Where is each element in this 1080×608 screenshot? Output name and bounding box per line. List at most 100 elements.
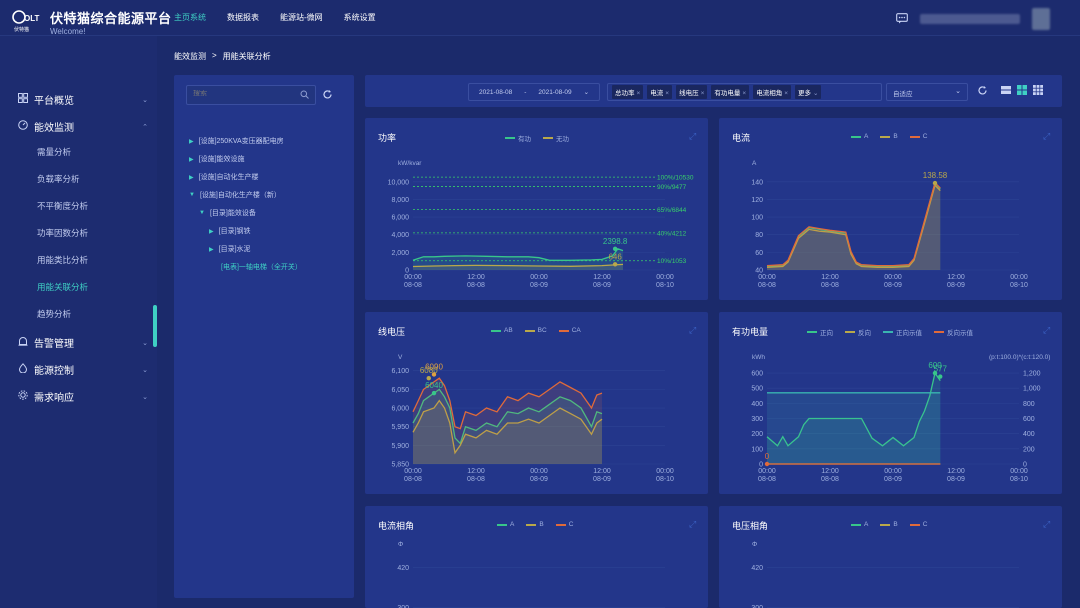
refresh-icon[interactable] [977, 85, 988, 98]
x-tick-label: 08-08 [821, 282, 839, 289]
sidebar-item-correlation[interactable]: 用能关联分析 [37, 282, 89, 292]
topnav-energy-station[interactable]: 能源站-微网 [280, 13, 323, 22]
tree-node[interactable]: ▼ [设施]自动化生产楼（新） [189, 192, 281, 199]
metric-tag[interactable]: 电流 × [647, 85, 673, 99]
tree-node[interactable]: ▶ [设施]自动化生产楼 [189, 174, 259, 181]
sidebar-item-load-rate[interactable]: 负载率分析 [37, 174, 80, 184]
tree-node-selected[interactable]: [电表]一轴电梯（全开关） [221, 264, 302, 271]
current-angle-chart: Φ300420256.2 [397, 541, 665, 608]
app-logo[interactable]: OLT 伏特猫 [10, 7, 40, 33]
close-icon[interactable]: × [636, 90, 641, 97]
tree-search-input[interactable] [193, 90, 293, 97]
sidebar-collapse-handle[interactable] [153, 305, 157, 347]
legend-item[interactable]: B [880, 521, 898, 528]
legend-item[interactable]: A [851, 521, 868, 528]
sidebar-item-comparison[interactable]: 用能类比分析 [37, 255, 89, 265]
legend-item[interactable]: BC [524, 327, 547, 334]
search-icon[interactable] [300, 90, 309, 101]
chart-title: 线电压 [378, 327, 406, 337]
tree-node[interactable]: ▶ [设施]250KVA变压器配电房 [189, 138, 284, 145]
sidebar-group-alarm[interactable]: 告警管理 ⌄ [18, 335, 148, 350]
legend-item[interactable]: AB [491, 327, 513, 334]
topnav-home[interactable]: 主页系统 [174, 13, 206, 22]
close-icon[interactable]: × [665, 90, 670, 97]
chart-legend: AB BC CA [491, 327, 581, 334]
expand-icon[interactable]: ⤢ [689, 519, 697, 529]
sidebar-group-demand-response[interactable]: 需求响应 ⌄ [18, 389, 148, 404]
legend-item[interactable]: 正向 [807, 327, 833, 337]
avatar[interactable] [1032, 8, 1050, 30]
expand-icon[interactable]: ⤢ [689, 131, 697, 141]
legend-item[interactable]: A [851, 133, 868, 140]
more-tags-button[interactable]: 更多 ⌄ [794, 85, 822, 99]
legend-item[interactable]: CA [558, 327, 581, 334]
current-chart-card: 电流 A B C ⤢ A 40 60 80 100 120 140 00:00 08-08 12:… [719, 118, 1062, 300]
tree-search[interactable] [186, 85, 316, 105]
metric-tag[interactable]: 电流相角 × [753, 85, 791, 99]
metric-tag[interactable]: 线电压 × [676, 85, 708, 99]
sidebar-item-imbalance[interactable]: 不平衡度分析 [37, 201, 89, 211]
sidebar-item-demand[interactable]: 需量分析 [37, 147, 72, 157]
single-column-icon[interactable] [1001, 85, 1011, 97]
legend-item[interactable]: C [909, 521, 927, 528]
caret-down-icon: ▼ [199, 210, 205, 216]
topnav-reports[interactable]: 数据报表 [227, 13, 259, 22]
layout-mode-select[interactable]: 自适应 ⌄ [886, 83, 968, 101]
caret-right-icon: ▶ [189, 174, 194, 181]
tree-node[interactable]: ▶ [目录]水泥 [209, 246, 251, 253]
data-marker-label: 6090 [425, 362, 443, 371]
two-column-icon[interactable] [1017, 85, 1027, 97]
legend-item[interactable]: A [497, 521, 514, 528]
metric-tag[interactable]: 有功电量 × [711, 85, 750, 99]
legend-item[interactable]: B [526, 521, 544, 528]
chevron-down-icon: ⌄ [142, 339, 148, 347]
tree-node[interactable]: ▶ [设施]能效设施 [189, 156, 245, 163]
reference-line-label: 10%/1053 [657, 258, 687, 265]
data-marker [932, 370, 938, 376]
y-axis-unit: A [752, 160, 757, 167]
legend-item[interactable]: C [555, 521, 573, 528]
refresh-icon[interactable] [322, 89, 333, 102]
sidebar-item-power-factor[interactable]: 功率因数分析 [37, 228, 89, 238]
sidebar-group-energy-control[interactable]: 能源控制 ⌄ [18, 362, 148, 377]
data-marker [431, 390, 437, 396]
voltage-chart-card: 线电压 AB BC CA ⤢ V 5,850 5,900 5,950 6,000 6,05… [365, 312, 708, 494]
three-column-icon[interactable] [1033, 85, 1043, 97]
data-marker [764, 461, 770, 467]
sidebar-group-efficiency[interactable]: 能效监测 ⌃ [18, 119, 148, 134]
sidebar-group-overview[interactable]: 平台概览 ⌄ [18, 92, 148, 107]
close-icon[interactable]: × [784, 90, 788, 97]
sidebar-item-trend[interactable]: 趋势分析 [37, 309, 72, 319]
legend-item[interactable]: 正向示值 [883, 327, 922, 337]
tree-node[interactable]: ▼ [目录]能效设备 [199, 210, 256, 217]
breadcrumb-separator: > [212, 51, 217, 60]
message-icon[interactable] [896, 12, 908, 26]
y-tick-label: 5,850 [391, 462, 409, 469]
series-area-有功 [413, 248, 623, 270]
close-icon[interactable]: × [700, 90, 705, 97]
legend-item[interactable]: 反向 [845, 327, 871, 337]
date-range-picker[interactable]: 2021-08-08 - 2021-08-09 ⌄ [468, 83, 600, 101]
expand-icon[interactable]: ⤢ [1043, 519, 1051, 529]
legend-item[interactable]: B [880, 133, 898, 140]
tree-node[interactable]: ▶ [目录]钢铁 [209, 228, 251, 235]
topnav-settings[interactable]: 系统设置 [343, 13, 376, 22]
svg-text:OLT: OLT [24, 14, 40, 23]
legend-item[interactable]: 无功 [543, 133, 569, 143]
metric-tag-select[interactable]: 总功率 × 电流 × 线电压 × 有功电量 × 电流相角 × 更多 ⌄ [607, 83, 882, 101]
legend-item[interactable]: 反向示值 [934, 327, 973, 337]
metric-tag[interactable]: 总功率 × [612, 85, 644, 99]
energy-chart: kWh (p:t:100.0)*(c:t:120.0)01002003004005… [751, 354, 1050, 483]
x-tick-label: 00:00 [530, 468, 548, 475]
x-tick-label: 08-08 [467, 282, 485, 289]
chevron-down-icon: ⌄ [142, 366, 148, 374]
legend-item[interactable]: 有功 [505, 133, 531, 143]
caret-right-icon: ▶ [189, 156, 194, 163]
close-icon[interactable]: × [742, 90, 747, 97]
expand-icon[interactable]: ⤢ [689, 325, 697, 335]
expand-icon[interactable]: ⤢ [1043, 325, 1051, 335]
user-name-redacted[interactable] [920, 14, 1020, 24]
expand-icon[interactable]: ⤢ [1043, 131, 1051, 141]
breadcrumb-parent[interactable]: 能效监测 [174, 52, 206, 61]
legend-item[interactable]: C [909, 133, 927, 140]
